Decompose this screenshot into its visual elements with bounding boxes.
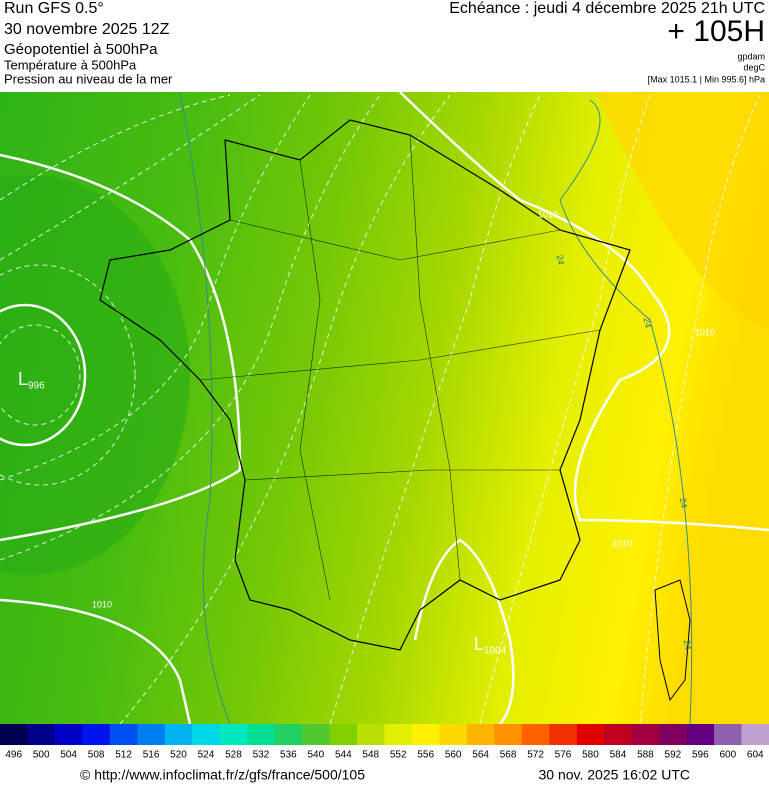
color-swatch [576,724,605,745]
isobar-label: 1010 [612,538,632,548]
color-swatch [439,724,468,745]
warm-area [595,92,769,330]
low-letter: L [474,634,484,654]
colorbar-label: 528 [225,750,242,761]
color-swatch [384,724,413,745]
color-swatch [741,724,769,745]
colorbar-label: 536 [280,750,297,761]
unit-1: gpdam [737,51,765,61]
colorbar-label: 564 [472,750,489,761]
unit-2: degC [743,62,765,72]
temperature-label: 24 [678,497,690,509]
timestamp: 30 nov. 2025 16:02 UTC [538,767,690,783]
run: Run GFS 0.5° [4,0,104,17]
colorbar-label: 504 [60,750,77,761]
colorbar-label: 560 [445,750,462,761]
valid-time: Echéance : jeudi 4 décembre 2025 21h UTC [449,0,765,17]
isobars [0,91,769,725]
source-url: © http://www.infoclimat.fr/z/gfs/france/… [80,767,365,783]
color-swatch [411,724,440,745]
color-swatch [274,724,303,745]
isobar-label: 1010 [695,327,715,337]
colorbar-label: 496 [5,750,22,761]
color-swatch [192,724,221,745]
color-swatch [549,724,578,745]
footer: © http://www.infoclimat.fr/z/gfs/france/… [80,767,690,783]
colorbar-label: 524 [198,750,215,761]
color-swatch [357,724,385,745]
colorbar-label: 532 [253,750,270,761]
unit-3: [Max 1015.1 | Min 995.6] hPa [648,74,765,84]
temperature-lines [179,91,693,725]
geopotential-lines [0,94,761,725]
regions [199,134,601,601]
colorbar-label: 512 [115,750,132,761]
color-swatch [137,724,166,745]
colorbar-label: 576 [555,750,572,761]
color-swatch [714,724,743,745]
colorbar: 496 500 504 508 512 516 520 524 528 532 536 540 544 5… [0,724,769,761]
colorbar-label: 508 [88,750,105,761]
corsica [654,579,691,702]
header: Run GFS 0.5° 30 novembre 2025 12Z Géopot… [4,0,766,86]
color-swatch [219,724,248,745]
temperature-label: 24 [555,254,567,266]
colorbar-label: 520 [170,750,187,761]
low-area [0,175,190,575]
color-swatch [604,724,633,745]
colorbar-label: 556 [417,750,434,761]
colorbar-label: 588 [637,750,654,761]
colorbar-label: 580 [582,750,599,761]
color-swatch [466,724,495,745]
colorbar-label: 568 [500,750,517,761]
lead-time: + 105H [667,15,765,48]
colorbar-label: 544 [335,750,352,761]
color-swatch [82,724,111,745]
field-3: Pression au niveau de la mer [4,71,173,86]
low-letter: L [18,369,28,389]
color-swatch [686,724,715,745]
low-value: 996 [28,381,45,392]
colorbar-label: 548 [362,750,379,761]
field-1: Géopotentiel à 500hPa [4,41,158,58]
temperature-label: 24 [642,317,654,329]
isobar-label: 1010 [538,209,558,219]
color-swatch [494,724,523,745]
color-swatch [521,724,550,745]
isobar-label: 1010 [92,599,112,609]
low-value: 1004 [484,646,507,657]
colorbar-label: 604 [747,750,764,761]
color-swatch [329,724,358,745]
field-2: Température à 500hPa [4,57,137,72]
colorbar-label: 600 [719,750,736,761]
france-outline [99,119,631,651]
color-swatch [164,724,193,745]
colorbar-label: 500 [33,750,50,761]
colorbar-label: 540 [307,750,324,761]
temperature-label: 24 [682,639,694,651]
colorbar-label: 516 [143,750,160,761]
colorbar-label: 572 [527,750,544,761]
colorbar-label: 592 [665,750,682,761]
color-swatch [302,724,331,745]
color-swatch [109,724,138,745]
color-swatch [247,724,276,745]
colorbar-label: 552 [390,750,407,761]
color-swatch [0,724,28,745]
color-swatch [27,724,56,745]
color-swatch [631,724,660,745]
colorbar-label: 596 [692,750,709,761]
colorbar-label: 584 [610,750,627,761]
color-swatch [54,724,83,745]
run-date: 30 novembre 2025 12Z [4,21,170,38]
color-swatch [659,724,688,745]
